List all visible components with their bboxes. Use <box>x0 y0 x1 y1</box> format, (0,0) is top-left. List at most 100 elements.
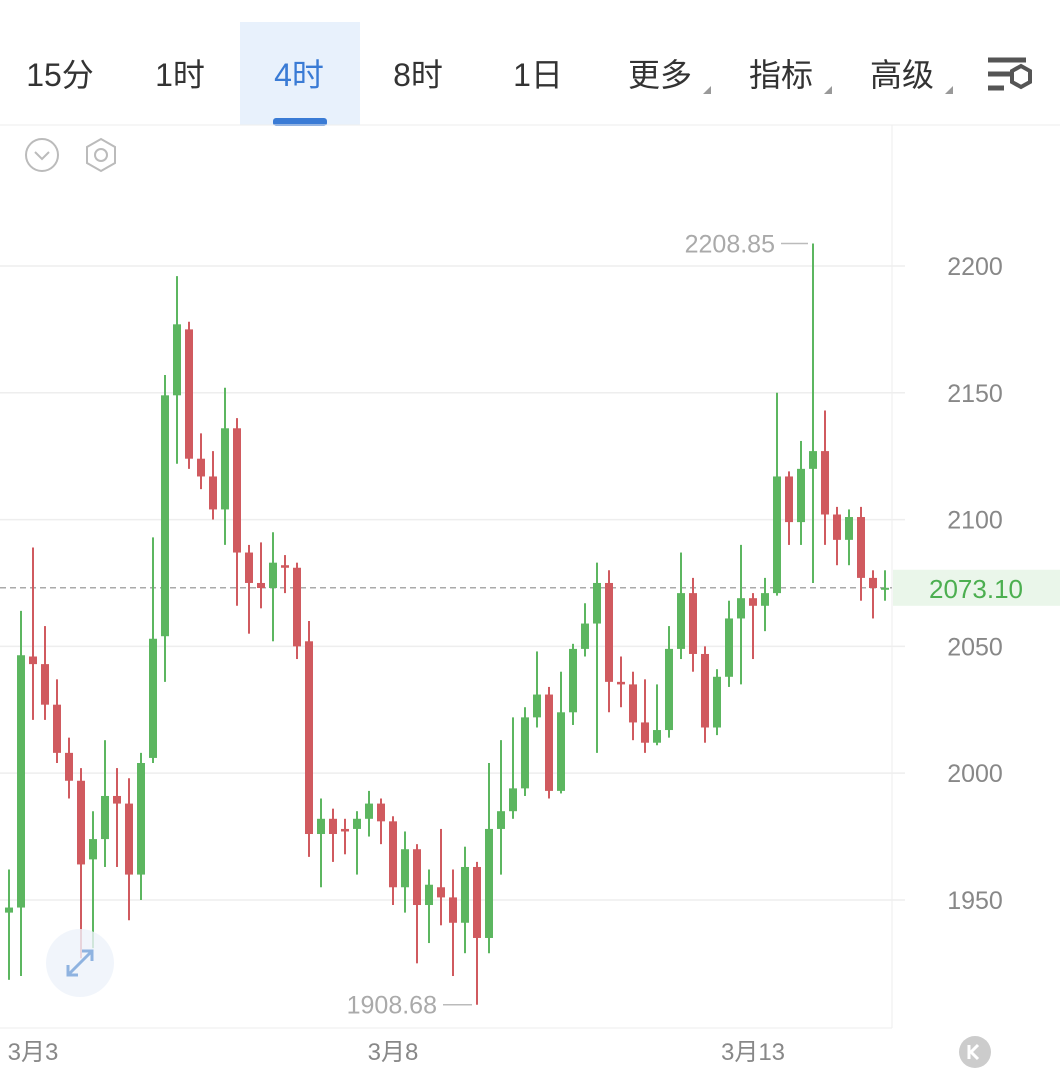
candle-body <box>329 818 337 835</box>
candle-body <box>665 648 673 731</box>
hex-settings-icon[interactable] <box>86 137 116 173</box>
candle-body <box>17 655 25 908</box>
candle-body <box>53 704 61 753</box>
candle-body <box>137 763 145 875</box>
candle-body <box>221 428 229 510</box>
candle-body <box>629 684 637 723</box>
tab-menu-caret <box>945 86 953 94</box>
candle-body <box>173 324 181 396</box>
collapse-icon[interactable] <box>25 138 59 172</box>
candle-body <box>821 451 829 515</box>
y-tick-label: 2100 <box>947 507 1003 535</box>
y-tick-label: 2050 <box>947 633 1003 661</box>
candle-body <box>485 828 493 938</box>
tab[interactable]: 更多 <box>628 57 692 93</box>
candle-body <box>869 577 877 589</box>
candle-body <box>389 821 397 888</box>
candle-body <box>689 593 697 654</box>
candle-body <box>581 623 589 649</box>
candle-body <box>65 752 73 781</box>
candle-body <box>725 618 733 677</box>
candle-body <box>353 818 361 829</box>
plot <box>0 243 905 1005</box>
candle-body <box>317 818 325 835</box>
candle-body <box>533 694 541 718</box>
expand-button[interactable] <box>46 929 114 997</box>
candle-body <box>737 598 745 619</box>
candle-body <box>833 514 841 540</box>
candle-body <box>605 582 613 682</box>
candle-body <box>365 803 373 819</box>
tab-menu-caret <box>824 86 832 94</box>
candle-body <box>749 598 757 606</box>
tab[interactable]: 1时 <box>155 57 205 93</box>
candle-body <box>557 712 565 791</box>
hex-settings-dot <box>94 148 108 162</box>
candle-body <box>857 517 865 578</box>
candle-body <box>77 780 85 865</box>
candle-body <box>809 451 817 469</box>
candle-body <box>5 907 13 913</box>
candle-body <box>281 565 289 568</box>
candle-body <box>185 329 193 459</box>
candle-body <box>341 828 349 832</box>
candle-body <box>797 468 805 523</box>
tab[interactable]: 15分 <box>26 57 94 93</box>
x-tick-label: 3月8 <box>368 1039 419 1066</box>
tab[interactable]: 1日 <box>513 57 563 93</box>
candle-body <box>425 884 433 906</box>
candle-body <box>161 395 169 637</box>
tab[interactable]: 8时 <box>393 57 443 93</box>
candle-body <box>101 795 109 840</box>
candle-body <box>233 428 241 553</box>
candle-body <box>113 795 121 804</box>
x-tick-label: 3月3 <box>8 1039 59 1066</box>
y-tick-label: 1950 <box>947 887 1003 915</box>
candle-body <box>773 476 781 594</box>
candle-body <box>149 638 157 758</box>
candle-body <box>569 648 577 713</box>
candle-body <box>269 562 277 589</box>
tab[interactable]: 4时 <box>274 57 324 93</box>
candle-body <box>125 803 133 875</box>
y-tick-label: 2200 <box>947 253 1003 281</box>
candle-body <box>641 722 649 743</box>
candle-body <box>677 593 685 649</box>
candle-body <box>89 839 97 860</box>
candle-body <box>521 717 529 789</box>
candle-body <box>41 664 49 705</box>
tab[interactable]: 指标 <box>749 57 813 93</box>
y-tick-label: 2000 <box>947 760 1003 788</box>
candle-body <box>617 681 625 685</box>
candle-body <box>473 866 481 938</box>
candle-body <box>305 641 313 835</box>
candle-body <box>881 587 889 590</box>
candle-body <box>377 803 385 822</box>
x-tick-label: 3月13 <box>721 1039 785 1066</box>
tab-menu-caret <box>703 86 711 94</box>
candle-body <box>209 476 217 510</box>
last-price-box <box>893 569 1060 606</box>
candle-body <box>401 849 409 888</box>
settings-icon[interactable] <box>988 57 1032 91</box>
candle-body <box>293 567 301 647</box>
candle-body <box>29 656 37 665</box>
tab[interactable]: 高级 <box>870 57 934 93</box>
max-annotation: 2208.85 <box>685 231 775 259</box>
candle-body <box>761 593 769 606</box>
candle-body <box>449 897 457 923</box>
candle-body <box>257 582 265 589</box>
y-tick-label: 2150 <box>947 380 1003 408</box>
candle-body <box>845 517 853 540</box>
scroll-end-button[interactable] <box>959 1036 991 1068</box>
candle-body <box>701 653 709 728</box>
candle-body <box>437 887 445 898</box>
candle-body <box>197 458 205 477</box>
candle-body <box>545 694 553 791</box>
min-annotation: 1908.68 <box>347 992 437 1020</box>
candle-body <box>593 582 601 624</box>
candle-body <box>497 811 505 829</box>
candle-body <box>461 866 469 923</box>
last-price-label: 2073.10 <box>929 574 1023 604</box>
